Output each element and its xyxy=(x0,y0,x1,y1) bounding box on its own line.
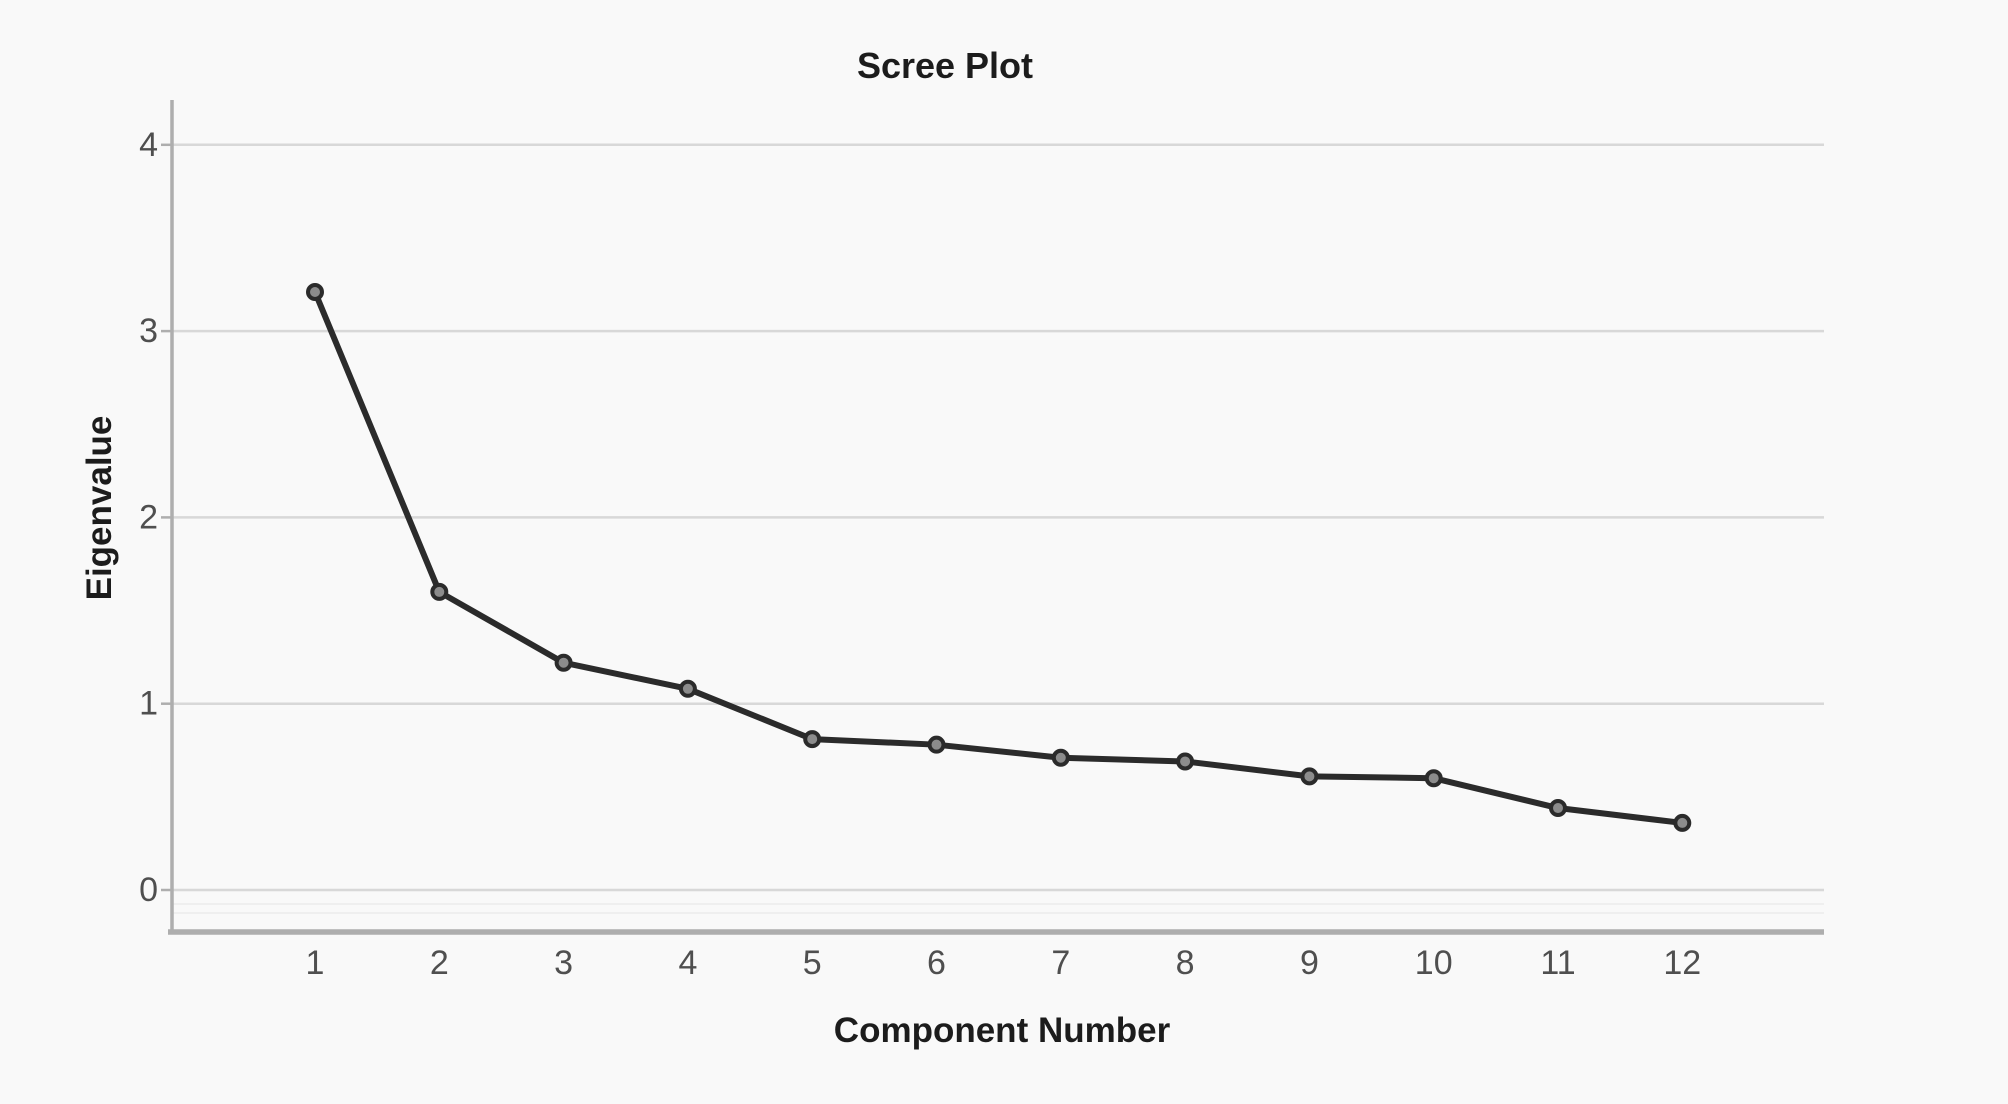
data-point-5 xyxy=(803,730,822,749)
data-point-11 xyxy=(1549,799,1567,818)
x-tick-label-5: 5 xyxy=(803,944,822,982)
x-tick-label-12: 12 xyxy=(1663,944,1701,982)
data-point-12 xyxy=(1673,813,1692,832)
y-tick-label-4: 4 xyxy=(139,126,158,164)
y-axis-label: Eigenvalue xyxy=(80,415,119,601)
y-tick-label-2: 2 xyxy=(139,498,158,536)
data-line xyxy=(312,288,1686,826)
x-tick-label-3: 3 xyxy=(554,944,573,982)
x-tick-label-6: 6 xyxy=(927,944,946,982)
data-point-10 xyxy=(1424,769,1443,788)
data-point-2 xyxy=(430,582,449,601)
x-tick-label-8: 8 xyxy=(1176,944,1195,982)
x-tick-label-11: 11 xyxy=(1540,944,1575,982)
x-tick-label-4: 4 xyxy=(678,944,697,982)
x-tick-label-2: 2 xyxy=(430,944,449,982)
y-tick-label-3: 3 xyxy=(139,312,158,350)
data-point-4 xyxy=(678,679,697,698)
data-point-6 xyxy=(927,735,946,754)
data-point-1 xyxy=(306,282,324,301)
y-tick-label-1: 1 xyxy=(139,685,158,723)
x-tick-label-1: 1 xyxy=(306,944,325,982)
x-tick-label-10: 10 xyxy=(1415,944,1453,982)
y-tick-label-0: 0 xyxy=(139,871,158,909)
data-point-3 xyxy=(554,653,573,672)
data-point-7 xyxy=(1051,748,1070,767)
data-point-9 xyxy=(1300,767,1319,786)
x-tick-label-9: 9 xyxy=(1300,944,1319,982)
x-tick-label-7: 7 xyxy=(1051,944,1070,982)
data-point-8 xyxy=(1176,752,1195,771)
x-axis-label: Component Number xyxy=(833,1011,1171,1050)
chart-title: Scree Plot xyxy=(856,45,1034,86)
